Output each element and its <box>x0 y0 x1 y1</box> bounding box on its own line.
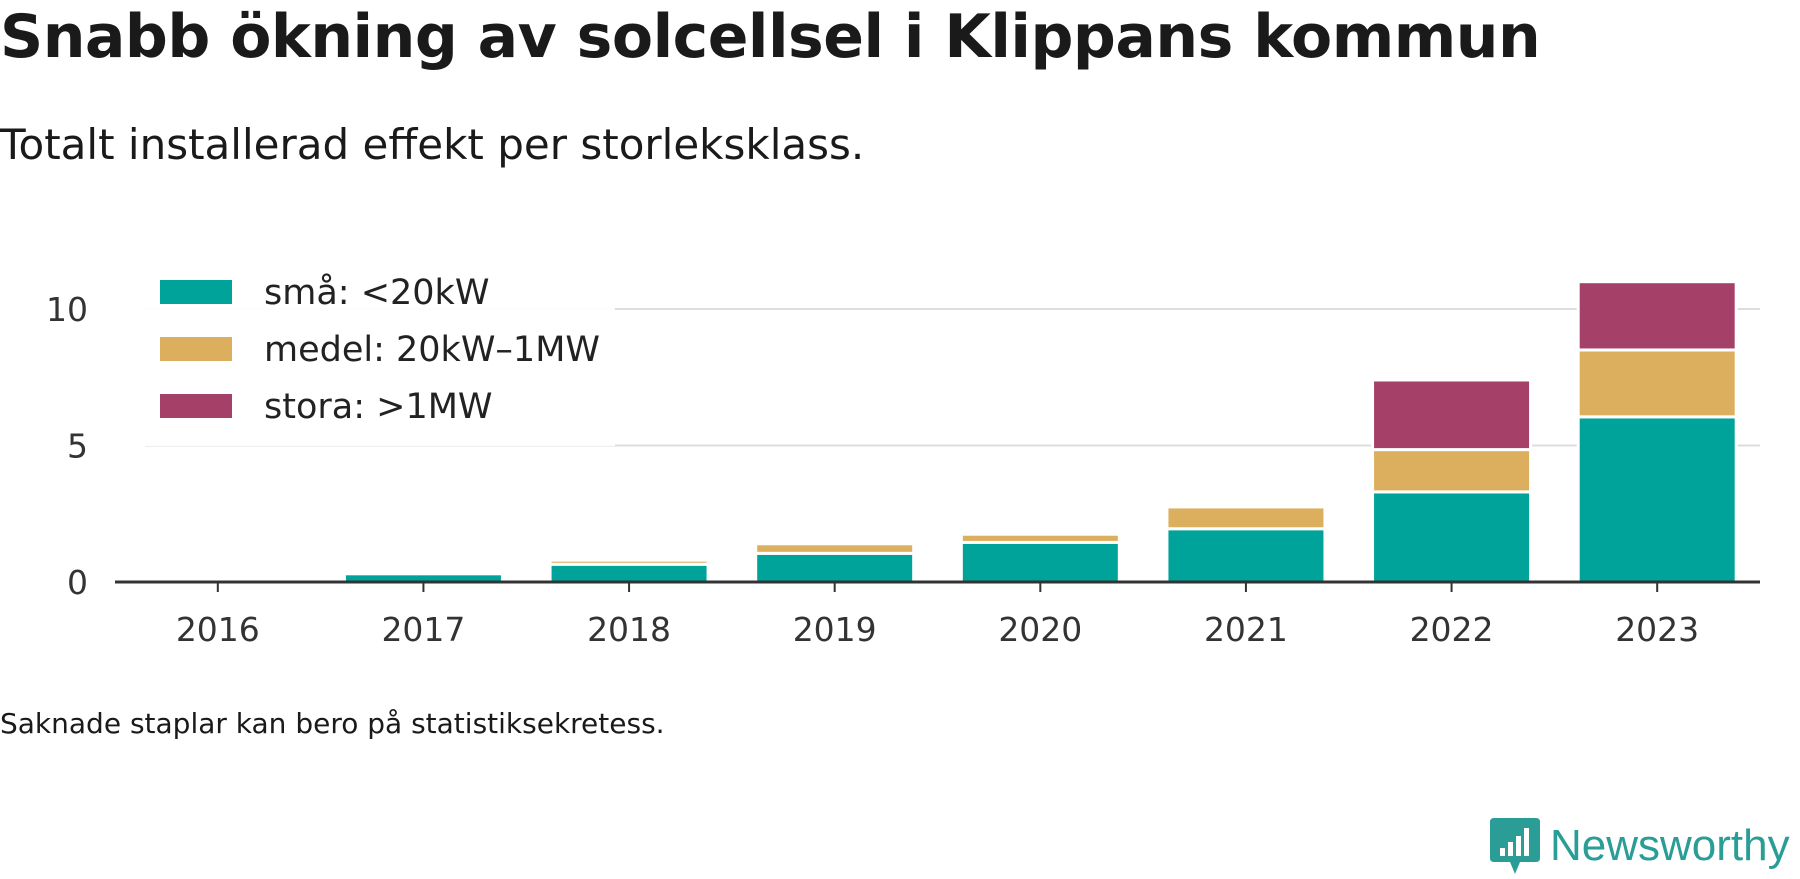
chart-subtitle: Totalt installerad effekt per storlekskl… <box>0 120 865 169</box>
y-tick-label: 0 <box>67 563 88 602</box>
newsworthy-logo-icon <box>1490 818 1540 874</box>
bar-segment <box>548 558 710 566</box>
y-axis: 0 5 10 <box>46 290 88 602</box>
bar-segment <box>1576 415 1738 584</box>
bar-segment <box>1576 348 1738 419</box>
bar-segment <box>754 542 916 555</box>
legend: små: <20kW medel: 20kW–1MW stora: >1MW <box>145 268 615 446</box>
bar-segment <box>1165 505 1327 531</box>
x-tick-label: 2022 <box>1410 610 1494 649</box>
brand-logo[interactable]: Newsworthy <box>1490 818 1790 874</box>
bar-segment <box>1371 448 1533 494</box>
bar-segment <box>1576 280 1738 352</box>
x-tick-label: 2017 <box>381 610 465 649</box>
x-tick-label: 2018 <box>587 610 671 649</box>
brand-name: Newsworthy <box>1550 821 1790 870</box>
legend-swatch <box>160 394 232 418</box>
bar-segment <box>959 540 1121 584</box>
bar-segment <box>754 551 916 584</box>
legend-label: stora: >1MW <box>264 387 493 427</box>
chart-title: Snabb ökning av solcellsel i Klippans ko… <box>0 2 1541 72</box>
bar-segment <box>548 562 710 584</box>
y-tick-label: 5 <box>67 427 88 466</box>
x-tick-label: 2021 <box>1204 610 1288 649</box>
x-tick-label: 2016 <box>176 610 260 649</box>
legend-label: små: <20kW <box>264 272 489 313</box>
x-tick-label: 2020 <box>998 610 1082 649</box>
y-tick-label: 10 <box>46 290 88 329</box>
x-tick-label: 2019 <box>793 610 877 649</box>
bar-segment <box>959 532 1121 544</box>
legend-swatch <box>160 337 232 361</box>
bar-segment <box>1165 527 1327 584</box>
x-axis: 2016 2017 2018 2019 2020 2021 2022 2023 <box>115 580 1760 649</box>
legend-swatch <box>160 280 232 304</box>
legend-label: medel: 20kW–1MW <box>264 330 600 370</box>
bar-segment <box>1371 490 1533 584</box>
x-tick-label: 2023 <box>1615 610 1699 649</box>
footnote: Saknade staplar kan bero på statistiksek… <box>0 707 665 740</box>
bar-segment <box>1371 378 1533 452</box>
